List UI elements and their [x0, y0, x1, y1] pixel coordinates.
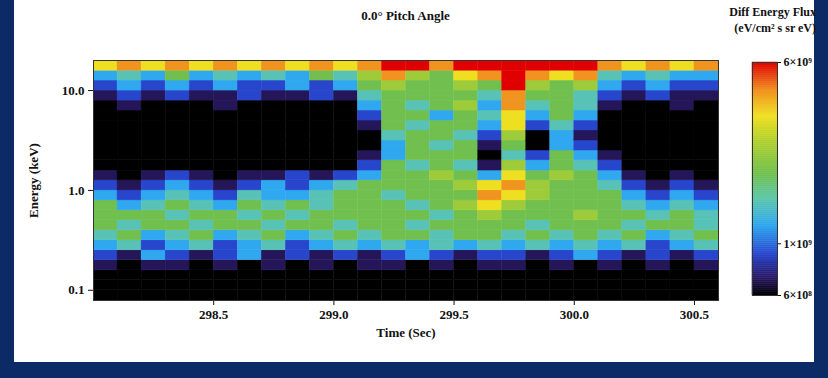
html-text:Diff Energy Flux: Diff Energy Flux: [729, 5, 816, 19]
svg-text:1.0: 1.0: [68, 183, 84, 198]
svg-text:1×10⁹: 1×10⁹: [784, 237, 813, 251]
svg-text:300.0: 300.0: [560, 307, 589, 322]
svg-text:299.5: 299.5: [439, 307, 469, 322]
svg-text:6×10⁸: 6×10⁸: [784, 288, 813, 302]
svg-text:298.5: 298.5: [199, 307, 229, 322]
html-text:(eV/cm² s sr eV): (eV/cm² s sr eV): [734, 21, 816, 35]
html-text:0.0° Pitch Angle: 0.0° Pitch Angle: [361, 8, 450, 23]
svg-text:299.0: 299.0: [319, 307, 348, 322]
svg-text:6×10⁹: 6×10⁹: [784, 55, 813, 69]
svg-text:10.0: 10.0: [62, 83, 85, 98]
svg-text:Time (Sec): Time (Sec): [376, 325, 435, 340]
svg-text:Energy (keV): Energy (keV): [26, 143, 41, 218]
svg-text:300.5: 300.5: [680, 307, 710, 322]
svg-text:0.1: 0.1: [68, 282, 84, 297]
